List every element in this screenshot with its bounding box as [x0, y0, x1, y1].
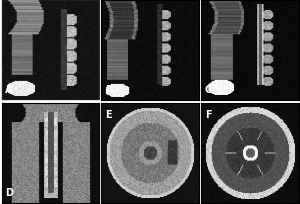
Text: C: C [205, 85, 212, 95]
Text: F: F [205, 109, 211, 119]
Text: B: B [105, 85, 112, 95]
Text: E: E [105, 109, 112, 119]
Text: D: D [5, 187, 14, 197]
Text: A: A [5, 85, 13, 95]
